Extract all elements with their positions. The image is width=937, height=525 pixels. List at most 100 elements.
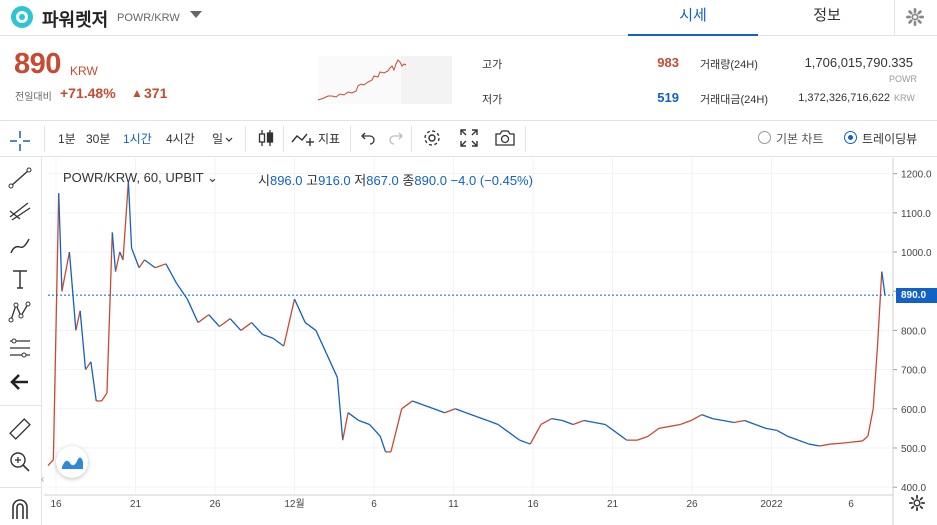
chart-settings-icon[interactable] xyxy=(422,128,442,148)
low-price: 519 xyxy=(657,90,679,105)
toolbar-divider xyxy=(350,126,351,152)
price-segment xyxy=(476,416,488,422)
price-segment xyxy=(47,459,54,467)
x-tick-label: 6 xyxy=(848,499,854,510)
undo-icon[interactable] xyxy=(360,129,376,145)
price-segment xyxy=(690,414,703,422)
price-segment xyxy=(79,310,87,370)
high-value: 916.0 xyxy=(318,173,351,188)
tradingview-label[interactable]: 트레이딩뷰 xyxy=(862,132,918,146)
close-value: 890.0 xyxy=(414,173,447,188)
price-segment xyxy=(186,298,199,323)
basic-chart-radio[interactable] xyxy=(758,131,771,144)
price-chart[interactable]: 1200.01100.01000.0900.0800.0700.0600.050… xyxy=(44,158,937,525)
low-label: 저 xyxy=(354,173,367,188)
y-tick-label: 800.0 xyxy=(901,326,926,337)
indicator-label[interactable]: 지표 xyxy=(318,132,341,146)
text-tool-icon[interactable] xyxy=(8,267,32,291)
measure-range-icon[interactable] xyxy=(8,336,32,360)
chevron-down-icon[interactable] xyxy=(225,130,233,148)
price-unit: KRW xyxy=(70,64,98,78)
tradingview-logo-icon[interactable] xyxy=(56,446,88,478)
gear-icon[interactable] xyxy=(906,8,924,26)
price-segment xyxy=(138,259,145,269)
price-segment xyxy=(519,439,531,445)
x-tick-label: 11 xyxy=(448,499,459,510)
price-segment xyxy=(283,298,296,347)
price-segment xyxy=(604,423,617,433)
coin-pair[interactable]: POWR/KRW xyxy=(117,12,180,24)
price-segment xyxy=(144,259,156,269)
indicator-icon[interactable] xyxy=(291,128,315,148)
price-segment xyxy=(315,330,328,355)
interval-4h[interactable]: 4시간 xyxy=(166,132,195,146)
header-divider xyxy=(894,0,895,36)
tab-price[interactable]: 시세 xyxy=(628,0,758,36)
fullscreen-icon[interactable] xyxy=(459,128,479,148)
x-tick-label: 21 xyxy=(130,499,142,510)
price-segment xyxy=(336,377,344,441)
price-segment xyxy=(304,322,317,331)
price-segment xyxy=(455,408,467,414)
y-tick-label: 600.0 xyxy=(901,405,926,416)
ruler-icon[interactable] xyxy=(8,417,32,441)
chart-symbol-legend[interactable]: POWR/KRW, 60, UPBIT ⌄ xyxy=(63,170,218,186)
open-value: 896.0 xyxy=(269,173,303,188)
trend-line-icon[interactable] xyxy=(8,166,32,190)
tradingview-radio[interactable] xyxy=(844,131,857,144)
price-segment xyxy=(497,423,510,433)
tool-divider xyxy=(0,405,42,406)
redo-icon[interactable] xyxy=(388,129,404,145)
price-segment xyxy=(433,408,445,414)
interval-30m[interactable]: 30분 xyxy=(86,132,111,146)
price-segment xyxy=(101,392,108,402)
tab-info[interactable]: 정보 xyxy=(813,7,841,24)
price-segment xyxy=(701,414,713,420)
price-segment xyxy=(130,247,140,268)
price-segment xyxy=(872,346,879,409)
crosshair-icon[interactable] xyxy=(9,130,31,152)
price-segment xyxy=(562,419,574,426)
camera-icon[interactable] xyxy=(494,128,516,148)
candlestick-icon[interactable] xyxy=(256,128,276,148)
chevron-down-icon[interactable] xyxy=(190,11,202,18)
y-tick-label: 400.0 xyxy=(901,483,926,494)
price-segment xyxy=(744,419,756,426)
chevron-down-icon[interactable]: ⌄ xyxy=(207,170,218,185)
interval-day[interactable]: 일 xyxy=(212,132,224,146)
magnet-icon[interactable] xyxy=(8,497,32,521)
pattern-tool-icon[interactable] xyxy=(8,300,32,324)
change-rate: +71.48% xyxy=(60,85,116,101)
chart-toolbar xyxy=(0,120,937,157)
price-segment xyxy=(52,193,60,460)
price-segment xyxy=(881,271,886,296)
price-segment xyxy=(342,412,349,441)
price-segment xyxy=(61,251,71,292)
brush-icon[interactable] xyxy=(8,233,32,257)
y-tick-label: 700.0 xyxy=(901,366,926,377)
basic-chart-label[interactable]: 기본 차트 xyxy=(776,132,824,146)
interval-1m[interactable]: 1분 xyxy=(58,132,76,146)
price-segment xyxy=(84,361,92,370)
interval-1h[interactable]: 1시간 xyxy=(123,132,152,146)
volume-value: 1,706,015,790.335 xyxy=(804,55,913,70)
trade-amount-unit: KRW xyxy=(894,93,915,103)
toolbar-divider xyxy=(283,126,284,152)
price-segment xyxy=(326,353,338,378)
change-value: −4.0 (−0.45%) xyxy=(450,173,533,188)
trade-amount-label: 거래대금(24H) xyxy=(700,94,768,106)
back-arrow-icon[interactable] xyxy=(8,370,32,394)
zoom-in-icon[interactable] xyxy=(8,450,32,474)
price-segment xyxy=(712,417,724,422)
gear-icon[interactable] xyxy=(908,494,926,512)
price-segment xyxy=(262,333,274,339)
price-segment xyxy=(487,419,499,426)
price-segment xyxy=(819,443,831,447)
price-segment xyxy=(369,424,381,437)
collapse-toolbar-icon[interactable]: ‹ xyxy=(41,474,45,485)
toolbar-divider xyxy=(411,126,412,152)
price-segment xyxy=(58,193,63,292)
fib-tool-icon[interactable] xyxy=(8,199,32,223)
price-segment xyxy=(508,431,520,441)
symbol-text[interactable]: POWR/KRW, 60, UPBIT xyxy=(63,170,204,185)
